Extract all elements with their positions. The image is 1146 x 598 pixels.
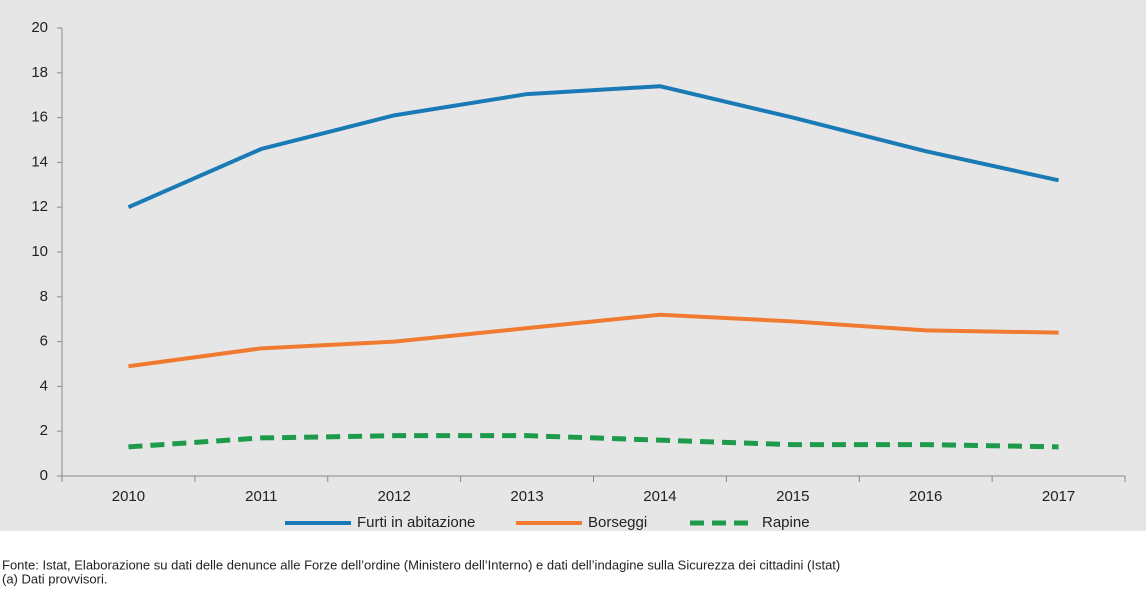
y-tick-label: 14 <box>31 153 48 170</box>
legend-label: Borseggi <box>588 514 647 531</box>
y-tick-label: 12 <box>31 198 48 215</box>
x-tick-label: 2014 <box>643 488 676 505</box>
x-tick-label: 2016 <box>909 488 942 505</box>
y-tick-label: 8 <box>40 288 48 305</box>
x-tick-label: 2017 <box>1042 488 1075 505</box>
x-tick-label: 2013 <box>510 488 543 505</box>
chart-background <box>0 0 1146 531</box>
source: Fonte: Istat, Elaborazione su dati delle… <box>2 557 840 572</box>
series-line <box>128 312 1059 369</box>
legend-label: Rapine <box>762 514 810 531</box>
y-tick-label: 2 <box>40 422 48 439</box>
y-tick-label: 6 <box>40 333 48 350</box>
y-tick-label: 16 <box>31 109 48 126</box>
y-tick-label: 18 <box>31 64 48 81</box>
note: (a) Dati provvisori. <box>2 571 107 586</box>
y-tick-label: 4 <box>40 377 48 394</box>
legend-label: Furti in abitazione <box>357 514 475 531</box>
y-tick-label: 0 <box>40 467 48 484</box>
y-tick-label: 20 <box>31 19 48 36</box>
x-tick-label: 2010 <box>112 488 145 505</box>
series-line <box>128 433 1059 450</box>
x-tick-label: 2012 <box>378 488 411 505</box>
y-tick-label: 10 <box>31 243 48 260</box>
x-tick-label: 2011 <box>245 488 277 505</box>
x-tick-label: 2015 <box>776 488 809 505</box>
series-line <box>127 84 1059 210</box>
